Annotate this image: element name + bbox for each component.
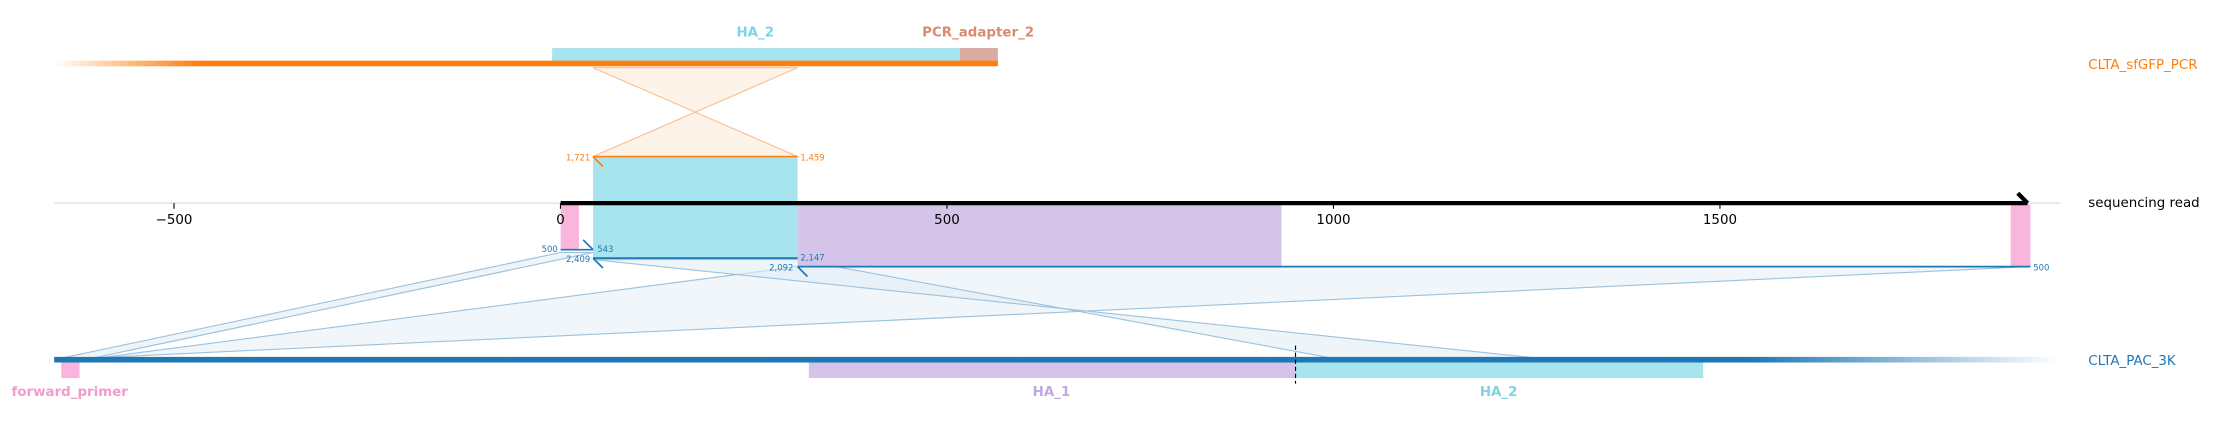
alignment-label: 1,459: [800, 152, 824, 162]
alignment-label: 1,721: [566, 152, 590, 162]
alignment-label: 2,147: [800, 253, 824, 263]
read-arrow: [2016, 191, 2030, 205]
alignment-label: 2,409: [566, 254, 590, 264]
feature-label: HA_2: [1480, 385, 1518, 400]
track-line: [54, 356, 2061, 363]
alignment-label: 2,092: [769, 263, 793, 273]
segment-hook: [582, 239, 594, 251]
feature-label: forward_primer: [12, 385, 129, 400]
segment-hook: [592, 257, 604, 269]
feature-box: [593, 156, 798, 259]
track-line: [54, 60, 998, 67]
x-tick-label: 1500: [1703, 213, 1737, 228]
track-label: sequencing read: [2088, 196, 2199, 211]
feature-box: [61, 359, 80, 379]
track-label: CLTA_PAC_3K: [2088, 354, 2177, 369]
feature-box: [552, 47, 960, 64]
alignment-label: 500: [2033, 263, 2049, 273]
x-tick-label: 500: [934, 213, 960, 228]
track-label: CLTA_sfGFP_PCR: [2088, 58, 2197, 73]
feature-box: [808, 359, 1296, 379]
feature-box: [560, 204, 579, 250]
feature-box: [959, 47, 998, 64]
alignment-label: 500: [542, 244, 558, 254]
alignment-band: [54, 266, 2031, 361]
alignment-band: [592, 67, 798, 158]
feature-label: PCR_adapter_2: [922, 25, 1034, 40]
feature-box: [1295, 359, 1704, 379]
feature-box: [2010, 204, 2031, 267]
feature-box: [797, 204, 1282, 267]
feature-label: HA_2: [736, 25, 774, 40]
x-tick-label: 0: [556, 213, 565, 228]
feature-label: HA_1: [1033, 385, 1071, 400]
x-tick-label: −500: [156, 213, 193, 228]
segment-hook: [592, 155, 604, 168]
segment-hook: [796, 266, 809, 278]
x-tick-label: 1000: [1316, 213, 1350, 228]
alignment-label: 543: [597, 244, 613, 254]
